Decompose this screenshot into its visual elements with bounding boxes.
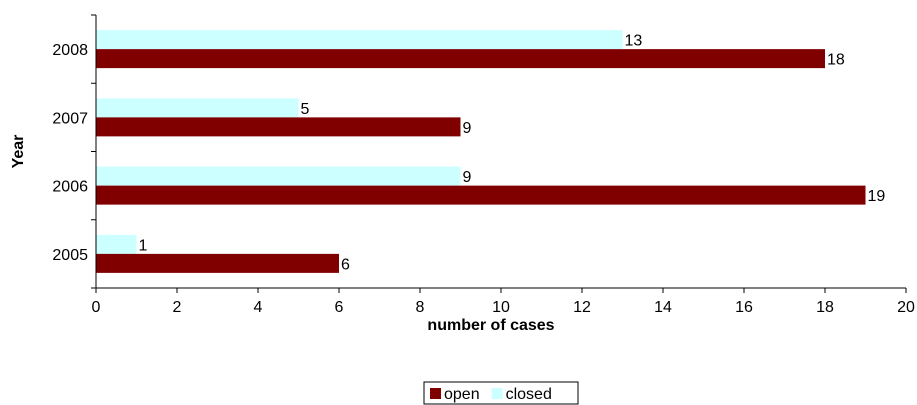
x-tick-label-6: 6: [335, 299, 344, 316]
bar-open-2005: [96, 253, 339, 273]
x-tick-label-4: 4: [254, 299, 263, 316]
x-tick-label-8: 8: [416, 299, 425, 316]
y-ticks-group: 2005 2006 2007 2008: [52, 14, 96, 289]
x-tick-label-0: 0: [92, 299, 101, 316]
x-tick-label-10: 10: [492, 299, 510, 316]
data-label-open-2005: 6: [341, 256, 350, 273]
y-tick-label-2007: 2007: [52, 110, 88, 127]
data-label-closed-2006: 9: [463, 169, 472, 186]
data-label-closed-2005: 1: [139, 237, 148, 254]
bar-closed-2005: [96, 234, 137, 254]
legend-label-closed: closed: [506, 386, 552, 403]
x-axis-title: number of cases: [427, 317, 554, 334]
x-tick-label-14: 14: [654, 299, 672, 316]
data-label-open-2008: 18: [827, 52, 845, 69]
x-ticks-group: 0 2 4 6 8 10 12 14 16 18 20: [92, 288, 915, 316]
data-label-open-2006: 19: [868, 188, 886, 205]
data-labels-group: 1 6 9 19 5 9 13 18: [139, 33, 886, 274]
y-tick-label-2005: 2005: [52, 247, 88, 264]
bar-open-2006: [96, 185, 866, 205]
legend-swatch-closed: [491, 388, 503, 399]
bar-open-2007: [96, 117, 461, 137]
bar-closed-2007: [96, 98, 299, 118]
x-tick-label-2: 2: [173, 299, 182, 316]
y-axis-title: Year: [10, 135, 27, 169]
legend-swatch-open: [430, 388, 441, 399]
data-label-closed-2007: 5: [301, 101, 310, 118]
x-tick-label-18: 18: [816, 299, 834, 316]
legend-label-open: open: [444, 386, 480, 403]
bars-group: [96, 30, 866, 273]
y-tick-label-2006: 2006: [52, 179, 88, 196]
x-tick-label-20: 20: [897, 299, 915, 316]
data-label-closed-2008: 13: [625, 33, 643, 50]
x-tick-label-12: 12: [573, 299, 591, 316]
bar-closed-2006: [96, 166, 461, 186]
x-tick-label-16: 16: [735, 299, 753, 316]
y-tick-label-2008: 2008: [52, 42, 88, 59]
bar-open-2008: [96, 49, 825, 69]
bar-closed-2008: [96, 30, 623, 50]
data-label-open-2007: 9: [463, 120, 472, 137]
legend: open closed: [423, 381, 579, 405]
